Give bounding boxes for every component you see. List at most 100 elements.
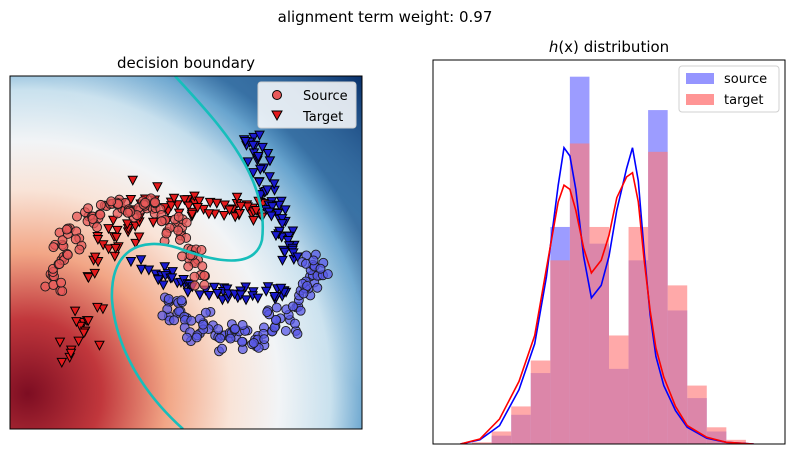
target-point-139	[266, 202, 278, 213]
figure-suptitle: alignment term weight: 0.97	[278, 8, 493, 26]
target-point-124	[264, 172, 275, 183]
source-point-1-22-3	[191, 332, 202, 343]
target-point-114	[247, 140, 259, 151]
target-point-63	[165, 201, 177, 212]
source-point-0-3-2	[57, 235, 68, 246]
target-point-86	[224, 205, 235, 216]
source-point-0-0-2	[40, 281, 51, 292]
source-point-1-20-2	[262, 307, 273, 317]
target-point-119	[252, 151, 264, 163]
hist-bar-target-9	[648, 151, 668, 444]
target-point-219	[275, 283, 287, 294]
source-point-1-23-3	[215, 333, 226, 344]
legend-target-marker	[271, 110, 283, 122]
source-point-1-3-3	[186, 315, 197, 326]
target-point-166	[135, 264, 147, 275]
target-point-14	[82, 316, 94, 327]
source-point-1-25-2	[280, 325, 291, 336]
target-point-5	[65, 348, 77, 359]
target-point-38	[133, 232, 145, 243]
target-point-15	[92, 302, 103, 313]
title-var: (x)	[558, 38, 579, 56]
source-point-1-12-2	[295, 305, 306, 316]
target-point-171	[152, 275, 164, 286]
source-point-0-7-2	[95, 199, 106, 210]
target-point-107	[248, 132, 260, 143]
legend-hist-source-label: source	[724, 72, 767, 87]
target-point-120	[247, 168, 259, 179]
target-point-110	[257, 142, 268, 153]
target-point-77	[192, 202, 203, 214]
target-point-192	[208, 282, 220, 293]
title-suffix: distribution	[579, 38, 669, 56]
target-point-84	[218, 210, 230, 222]
target-point-78	[204, 197, 216, 208]
left-axes-frame	[9, 75, 363, 430]
source-point-0-28-2	[181, 217, 192, 228]
target-point-152	[270, 231, 282, 242]
source-point-0-13-3	[156, 216, 167, 227]
source-point-0-21-2	[87, 214, 98, 224]
target-point-74	[186, 209, 198, 220]
target-point-138	[279, 205, 291, 216]
target-point-111	[240, 136, 251, 148]
hist-bar-target-13	[726, 439, 746, 444]
source-point-1-26-2	[322, 269, 333, 280]
target-point-36	[111, 232, 122, 243]
target-point-68	[183, 201, 194, 212]
source-point-0-26-2	[149, 197, 160, 208]
source-point-0-24-1	[177, 251, 187, 262]
source-point-0-21-0	[95, 209, 106, 220]
target-point-172	[143, 265, 155, 276]
target-point-4	[73, 336, 84, 347]
right-chart-title: h(x) distribution	[549, 38, 669, 56]
hist-bar-target-2	[511, 406, 531, 444]
hist-bar-target-4	[550, 260, 570, 444]
target-point-162	[277, 255, 288, 266]
source-point-0-28-3	[173, 211, 184, 222]
target-point-55	[147, 217, 159, 228]
target-point-7	[74, 321, 86, 332]
hist-bar-target-0	[472, 442, 492, 444]
target-point-21	[83, 273, 94, 284]
target-point-150	[287, 226, 299, 237]
target-point-103	[250, 206, 262, 217]
source-point-0-15-3	[175, 234, 185, 245]
target-point-88	[229, 212, 241, 223]
source-point-1-18-3	[200, 307, 211, 318]
source-point-1-12-3	[287, 301, 298, 312]
target-point-128	[268, 179, 280, 190]
target-point-33	[112, 225, 123, 236]
right-legend: source target	[678, 65, 780, 113]
target-point-121	[264, 156, 276, 167]
target-point-10	[69, 306, 81, 317]
target-point-22	[89, 268, 101, 279]
target-point-51	[152, 182, 163, 193]
source-point-0-19-1	[199, 270, 210, 281]
source-point-1-24-3	[259, 334, 270, 345]
target-point-37	[130, 238, 141, 249]
target-point-94	[242, 202, 253, 213]
source-point-1-14-1	[312, 282, 323, 293]
target-point-212	[260, 286, 272, 297]
scatter-points	[40, 130, 333, 368]
target-point-24	[103, 244, 114, 255]
target-point-168	[135, 255, 147, 266]
source-point-0-18-2	[197, 261, 208, 272]
target-point-108	[254, 130, 265, 141]
hist-bar-target-8	[628, 226, 649, 444]
source-point-1-25-1	[292, 328, 303, 339]
target-point-1	[54, 337, 66, 348]
target-point-175	[158, 280, 169, 291]
source-point-1-5-2	[213, 324, 224, 335]
target-point-90	[231, 192, 243, 203]
target-point-149	[276, 219, 288, 230]
target-point-133	[262, 185, 273, 196]
source-point-0-29-2	[57, 286, 68, 297]
source-point-0-23-3	[161, 228, 172, 239]
target-point-11	[94, 340, 105, 351]
target-point-76	[193, 196, 205, 207]
target-point-82	[219, 200, 230, 211]
hist-bar-target-3	[530, 360, 551, 444]
source-point-1-17-3	[176, 295, 187, 306]
